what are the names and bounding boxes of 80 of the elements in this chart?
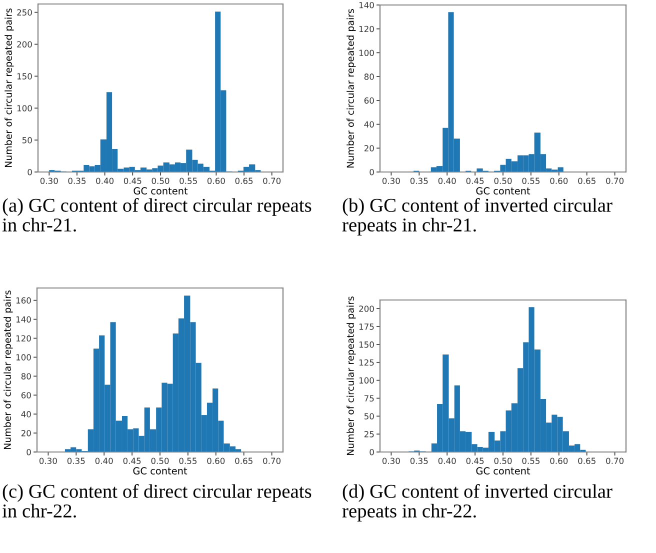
y-tick-label: 0 xyxy=(26,448,31,456)
y-tick-label: 75 xyxy=(364,395,374,402)
y-tick-label: 40 xyxy=(364,121,374,128)
x-axis-title: GC content xyxy=(476,187,530,195)
y-tick-label: 60 xyxy=(364,97,374,104)
x-tick-label: 0.70 xyxy=(263,458,281,464)
y-tick-label: 0 xyxy=(370,448,374,456)
x-tick-label: 0.45 xyxy=(466,458,484,464)
x-tick-label: 0.30 xyxy=(382,178,400,184)
x-tick-label: 0.65 xyxy=(235,178,253,184)
y-tick-label: 200 xyxy=(17,41,32,48)
text: (c) GC content of direct circular repeats in chr-22. xyxy=(2,484,312,518)
y-axis-title: Number of circular repeated pairs xyxy=(4,290,13,449)
y-tick-label: 120 xyxy=(359,26,374,32)
x-tick-label: 0.40 xyxy=(96,178,114,184)
y-tick-label: 250 xyxy=(17,9,32,16)
y-tick-label: 50 xyxy=(364,413,374,420)
text: (d) GC content of inverted circular repeats in chr-22. xyxy=(342,484,612,522)
x-tick-label: 0.45 xyxy=(124,178,142,184)
y-tick-label: 200 xyxy=(359,306,374,312)
x-tick-label: 0.30 xyxy=(39,458,57,464)
y-tick-label: 100 xyxy=(359,50,374,56)
y-tick-label: 175 xyxy=(359,324,374,330)
x-tick-label: 0.60 xyxy=(207,458,225,464)
x-tick-label: 0.60 xyxy=(550,178,568,184)
y-tick-label: 25 xyxy=(364,431,374,438)
y-tick-label: 80 xyxy=(364,74,374,80)
x-tick-label: 0.65 xyxy=(578,178,596,184)
x-tick-label: 0.30 xyxy=(40,178,58,184)
y-tick-label: 60 xyxy=(21,392,31,398)
y-tick-label: 150 xyxy=(359,341,374,348)
x-tick-label: 0.30 xyxy=(382,458,400,464)
x-tick-label: 0.40 xyxy=(438,458,456,464)
text: (b) GC content of inverted circular repeats in chr-21. xyxy=(342,198,612,236)
x-tick-label: 0.50 xyxy=(151,458,169,464)
x-tick-label: 0.45 xyxy=(123,458,141,464)
x-tick-label: 0.35 xyxy=(410,458,428,464)
x-axis-title: GC content xyxy=(133,467,188,475)
x-axis-title: GC content xyxy=(134,187,188,195)
x-tick-label: 0.70 xyxy=(606,458,624,464)
text: (a) GC content of direct circular repeats in chr-21. xyxy=(2,198,312,232)
y-tick-label: 40 xyxy=(21,411,31,418)
x-tick-label: 0.60 xyxy=(550,458,568,464)
x-tick-label: 0.70 xyxy=(606,178,624,184)
x-tick-label: 0.35 xyxy=(67,458,85,464)
x-tick-label: 0.45 xyxy=(466,178,484,184)
x-tick-label: 0.50 xyxy=(494,178,512,184)
x-tick-label: 0.55 xyxy=(522,458,540,464)
x-tick-label: 0.35 xyxy=(68,178,86,184)
x-tick-label: 0.35 xyxy=(410,178,428,184)
x-tick-label: 0.50 xyxy=(494,458,512,464)
y-tick-label: 50 xyxy=(22,137,32,144)
y-tick-label: 160 xyxy=(16,297,31,304)
y-axis-title: Number of circular repeated pairs xyxy=(346,296,356,455)
y-tick-label: 100 xyxy=(359,377,374,384)
x-tick-label: 0.65 xyxy=(578,458,596,464)
y-tick-label: 140 xyxy=(359,2,374,8)
y-tick-label: 20 xyxy=(21,430,31,436)
x-tick-label: 0.50 xyxy=(152,178,170,184)
y-tick-label: 0 xyxy=(370,168,374,176)
x-tick-label: 0.55 xyxy=(180,178,197,184)
y-tick-label: 100 xyxy=(16,354,31,360)
x-tick-label: 0.60 xyxy=(207,178,225,184)
y-axis-title: Number of circular repeated pairs xyxy=(346,9,356,168)
x-tick-label: 0.55 xyxy=(179,458,197,464)
y-tick-label: 100 xyxy=(17,105,32,112)
y-tick-label: 125 xyxy=(359,359,374,366)
y-tick-label: 140 xyxy=(16,316,31,323)
x-tick-label: 0.70 xyxy=(263,178,281,184)
y-axis-title: Number of circular repeated pairs xyxy=(4,8,14,167)
x-tick-label: 0.40 xyxy=(95,458,113,464)
y-tick-label: 150 xyxy=(17,73,32,80)
x-axis-title: GC content xyxy=(476,467,530,475)
y-tick-label: 0 xyxy=(28,168,32,176)
y-tick-label: 20 xyxy=(364,145,374,152)
x-tick-label: 0.40 xyxy=(438,178,456,184)
y-tick-label: 80 xyxy=(21,373,31,380)
x-tick-label: 0.55 xyxy=(522,178,540,184)
y-tick-label: 120 xyxy=(16,335,31,342)
x-tick-label: 0.65 xyxy=(235,458,252,464)
